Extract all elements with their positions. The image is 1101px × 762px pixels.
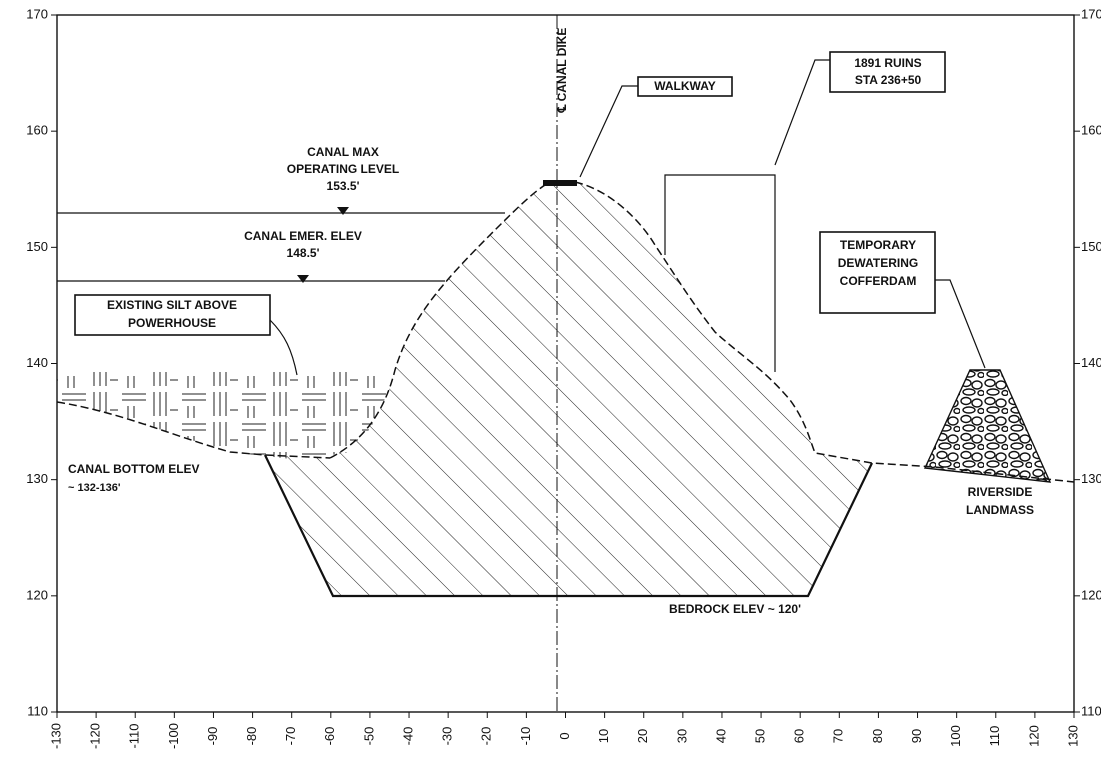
x-tick-label: -10 (518, 727, 533, 746)
x-tick-label: -90 (205, 727, 220, 746)
silt (57, 372, 392, 460)
annotation: CANAL EMER. ELEV (244, 229, 362, 243)
x-tick-label: 0 (557, 732, 572, 739)
annotation: OPERATING LEVEL (287, 162, 399, 176)
annotation: COFFERDAM (840, 274, 917, 288)
x-tick-label: 40 (713, 729, 728, 743)
label-box (819, 231, 936, 314)
annotation: BEDROCK ELEV ~ 120' (669, 602, 801, 616)
y-tick-label: 150 (1081, 239, 1101, 254)
walkway (543, 180, 577, 186)
x-tick-label: -130 (48, 723, 63, 749)
leader (269, 319, 298, 376)
annotation: LANDMASS (966, 503, 1034, 517)
annotation: EXISTING SILT ABOVE (107, 298, 237, 312)
annotation: STA 236+50 (855, 73, 922, 87)
x-tick-label: -100 (166, 723, 181, 749)
annotation: RIVERSIDE (968, 485, 1033, 499)
annotation: TEMPORARY (840, 238, 916, 252)
cofferdam (923, 369, 1052, 483)
x-tick-label: -80 (244, 727, 259, 746)
x-tick-label: -60 (322, 727, 337, 746)
y-tick-label: 140 (1081, 355, 1101, 370)
level-marker (337, 207, 349, 215)
annotation: CANAL MAX (307, 145, 379, 159)
annotation: ℄ CANAL DIKE (555, 28, 569, 114)
dike (265, 182, 872, 596)
y-tick-label: 140 (26, 355, 48, 370)
leader (579, 85, 638, 178)
y-tick-label: 130 (26, 471, 48, 486)
x-tick-label: 20 (635, 729, 650, 743)
x-tick-label: 50 (753, 729, 768, 743)
annotation: DEWATERING (838, 256, 918, 270)
x-tick-label: -120 (88, 723, 103, 749)
x-tick-label: 30 (674, 729, 689, 743)
annotation: WALKWAY (654, 79, 716, 93)
label-box (829, 51, 946, 93)
level-marker (297, 275, 309, 283)
y-tick-label: 160 (1081, 123, 1101, 138)
y-tick-label: 170 (1081, 6, 1101, 21)
annotation: ~ 132-136' (68, 482, 121, 494)
x-tick-label: 120 (1026, 725, 1041, 747)
annotation: CANAL BOTTOM ELEV (68, 462, 200, 476)
canal-bottom (56, 401, 331, 459)
x-tick-label: 70 (831, 729, 846, 743)
annotation: POWERHOUSE (128, 316, 216, 330)
y-tick-label: 110 (1081, 703, 1101, 718)
x-tick-label: 90 (909, 729, 924, 743)
x-tick-label: 100 (948, 725, 963, 747)
leader (935, 279, 986, 369)
x-tick-label: 60 (792, 729, 807, 743)
ground-line (329, 181, 1075, 483)
x-tick-label: -70 (283, 727, 298, 746)
x-tick-label: 80 (870, 729, 885, 743)
x-tick-label: -110 (127, 723, 142, 748)
x-tick-label: -50 (361, 727, 376, 746)
x-tick-label: 130 (1065, 725, 1080, 747)
y-tick-label: 150 (26, 239, 48, 254)
label-box (74, 294, 271, 336)
x-tick-label: 110 (987, 726, 1002, 747)
x-tick-label: -30 (440, 727, 455, 746)
x-tick-label: -40 (400, 727, 415, 746)
y-tick-label: 120 (1081, 587, 1101, 602)
annotation: 148.5' (287, 246, 320, 260)
annotation: 1891 RUINS (854, 56, 921, 70)
y-tick-label: 160 (26, 123, 48, 138)
x-tick-label: -20 (479, 727, 494, 746)
y-tick-label: 170 (26, 6, 48, 21)
annotation: 153.5' (327, 179, 360, 193)
y-tick-label: 130 (1081, 471, 1101, 486)
y-tick-label: 120 (26, 587, 48, 602)
leader (664, 59, 830, 372)
y-tick-label: 110 (27, 703, 48, 718)
bedrock-cut (264, 454, 873, 598)
x-tick-label: 10 (596, 729, 611, 743)
